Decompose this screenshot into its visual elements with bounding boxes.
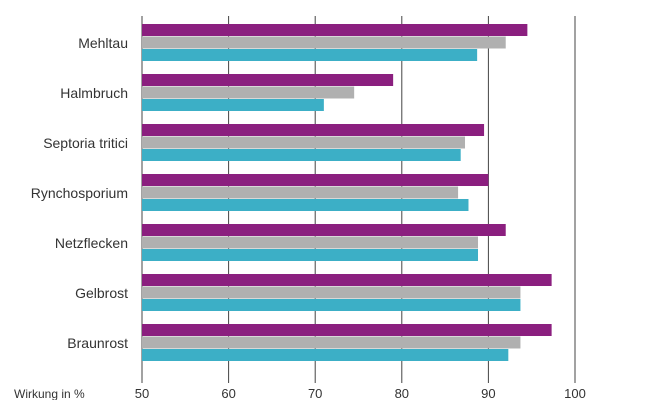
x-tick-label: 50 xyxy=(135,386,149,400)
x-tick-label: 70 xyxy=(308,386,322,400)
x-axis-title: Wirkung in % xyxy=(14,387,85,400)
category-label: Rynchosporium xyxy=(31,185,128,201)
bar xyxy=(142,324,552,336)
bar xyxy=(142,149,461,161)
bar xyxy=(142,336,521,349)
bar xyxy=(142,136,466,149)
bar xyxy=(142,24,528,36)
bar xyxy=(142,186,459,199)
bar xyxy=(142,249,479,261)
bar xyxy=(142,174,489,186)
category-label: Halmbruch xyxy=(60,85,128,101)
bar xyxy=(142,86,355,99)
bar xyxy=(142,49,478,61)
x-tick-label: 80 xyxy=(395,386,409,400)
bar xyxy=(142,299,521,311)
bar xyxy=(142,349,509,361)
bar xyxy=(142,124,485,136)
x-tick-label: 90 xyxy=(481,386,495,400)
bars xyxy=(142,24,552,361)
bar xyxy=(142,224,506,236)
x-tick-label: 100 xyxy=(564,386,586,400)
bar xyxy=(142,199,469,211)
category-label: Mehltau xyxy=(78,35,128,51)
category-label: Netzflecken xyxy=(55,235,128,251)
category-label: Septoria tritici xyxy=(43,135,128,151)
x-tick-labels: 50 60 70 80 90 100 xyxy=(135,386,586,400)
x-tick-label: 60 xyxy=(221,386,235,400)
bar xyxy=(142,36,506,49)
bar xyxy=(142,236,479,249)
bar xyxy=(142,286,521,299)
category-labels: Mehltau Halmbruch Septoria tritici Rynchosp… xyxy=(31,35,128,351)
bar xyxy=(142,99,324,111)
bar xyxy=(142,274,552,286)
bar xyxy=(142,74,394,86)
category-label: Gelbrost xyxy=(75,285,128,301)
category-label: Braunrost xyxy=(67,335,128,351)
